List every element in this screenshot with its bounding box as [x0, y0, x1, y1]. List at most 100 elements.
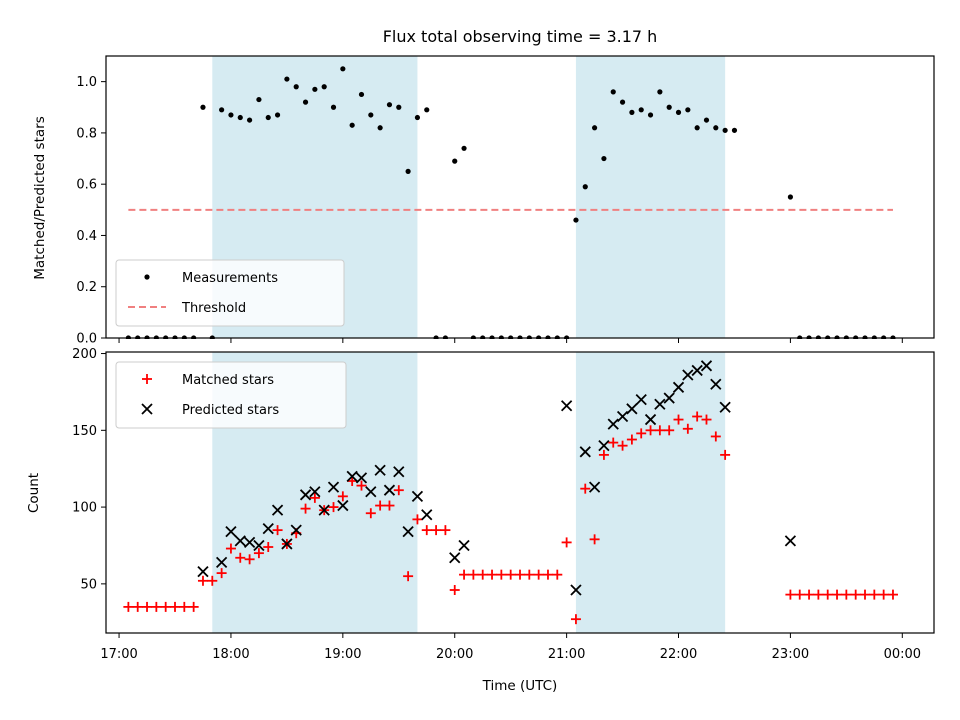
measurement-point [787, 194, 794, 200]
predicted-star-point [449, 552, 461, 564]
matched-star-point [869, 589, 880, 600]
predicted-star-point [421, 509, 433, 521]
matched-star-point [132, 601, 143, 612]
matched-star-point [673, 414, 684, 425]
measurement-point [312, 86, 318, 92]
matched-star-point [309, 492, 320, 503]
predicted-star-point [281, 538, 293, 550]
y-tick-label: 0.6 [76, 178, 97, 193]
matched-star-point [589, 534, 600, 545]
measurement-point [302, 99, 309, 105]
predicted-star-point [243, 536, 256, 549]
matched-star-point [505, 569, 516, 580]
measurement-point [582, 184, 588, 190]
measurement-point [647, 112, 654, 118]
measurement-point [713, 125, 719, 131]
x-tick-label: 00:00 [884, 647, 921, 662]
predicted-star-point [299, 489, 312, 501]
measurement-point [256, 96, 262, 103]
top-frame [105, 55, 935, 339]
legend-label: Threshold [181, 301, 246, 316]
shaded-interval-2 [575, 56, 726, 338]
matched-star-point [347, 475, 358, 486]
predicted-star-point [644, 413, 657, 426]
chart-title: Flux total observing time = 3.17 h [383, 27, 658, 46]
legend-box [115, 259, 345, 327]
matched-star-point [496, 569, 507, 580]
measurement-point [601, 155, 607, 162]
predicted-star-point [607, 418, 619, 430]
predicted-star-point [682, 369, 694, 381]
measurement-point [573, 217, 579, 223]
y-tick-label: 100 [72, 501, 97, 516]
predicted-star-point [579, 446, 591, 458]
predicted-star-point [374, 464, 386, 476]
matched-star-point [216, 568, 227, 579]
x-tick-label: 17:00 [100, 647, 137, 662]
x-axis-label: Time (UTC) [482, 678, 558, 694]
matched-star-point [449, 585, 460, 596]
matched-star-point [887, 589, 898, 600]
measurement-point [722, 127, 728, 133]
matched-star-point [375, 500, 386, 511]
matched-star-point [487, 569, 498, 580]
x-tick-label: 18:00 [212, 647, 249, 662]
matched-star-point [720, 449, 731, 460]
matched-star-point [123, 601, 134, 612]
measurement-point [414, 114, 421, 121]
measurement-point [461, 145, 467, 151]
matched-star-point [468, 569, 479, 580]
legend-label: Predicted stars [182, 403, 279, 418]
matched-star-point [300, 503, 311, 514]
predicted-star-point [411, 490, 424, 502]
predicted-star-point [365, 486, 377, 498]
x-tick-label: 21:00 [548, 647, 585, 662]
measurement-point [629, 109, 635, 115]
predicted-star-point [663, 392, 675, 404]
matched-star-point [421, 525, 432, 536]
matched-star-point [142, 601, 153, 612]
legend-box [115, 361, 347, 429]
matched-star-point [244, 554, 255, 565]
measurement-point [293, 84, 299, 90]
matched-star-point [878, 589, 889, 600]
matched-star-point [179, 601, 190, 612]
legend-label: Measurements [182, 271, 278, 286]
measurement-point [685, 107, 691, 113]
y-tick-label: 1.0 [76, 75, 97, 90]
predicted-star-point [290, 524, 302, 536]
matched-star-point [235, 552, 246, 563]
top-y-axis-label: Matched/Predicted stars [32, 116, 48, 279]
predicted-star-point [710, 378, 722, 390]
matched-star-point [822, 589, 833, 600]
predicted-star-point [253, 539, 265, 552]
measurement-point [368, 112, 374, 118]
predicted-star-point [635, 393, 647, 406]
matched-star-point [598, 449, 609, 460]
predicted-star-point [616, 410, 629, 423]
matched-star-point [804, 589, 815, 600]
matched-star-point [459, 569, 470, 580]
measurement-point [452, 158, 458, 164]
matched-star-point [365, 508, 376, 519]
matched-star-point [440, 525, 451, 536]
measurement-point [675, 109, 682, 115]
predicted-star-point [598, 440, 610, 452]
matched-star-point [794, 589, 805, 600]
matched-star-point [533, 569, 544, 580]
predicted-star-point [197, 565, 209, 578]
predicted-star-point [588, 481, 601, 493]
predicted-star-point [691, 364, 703, 377]
predicted-star-point [570, 584, 582, 596]
matched-star-point [170, 601, 180, 612]
measurement-point [284, 76, 290, 82]
y-tick-label: 150 [72, 424, 97, 439]
predicted-star-point [271, 504, 284, 516]
measurement-point [386, 102, 393, 108]
matched-star-point [384, 500, 395, 511]
bottom-y-axis-label: Count [26, 473, 42, 513]
matched-star-point [617, 440, 628, 451]
matched-star-point [813, 589, 824, 600]
bottom-panel: 50 100 150 200 17:00 18:00 19:00 20:00 21:00 22:0… [72, 347, 935, 662]
